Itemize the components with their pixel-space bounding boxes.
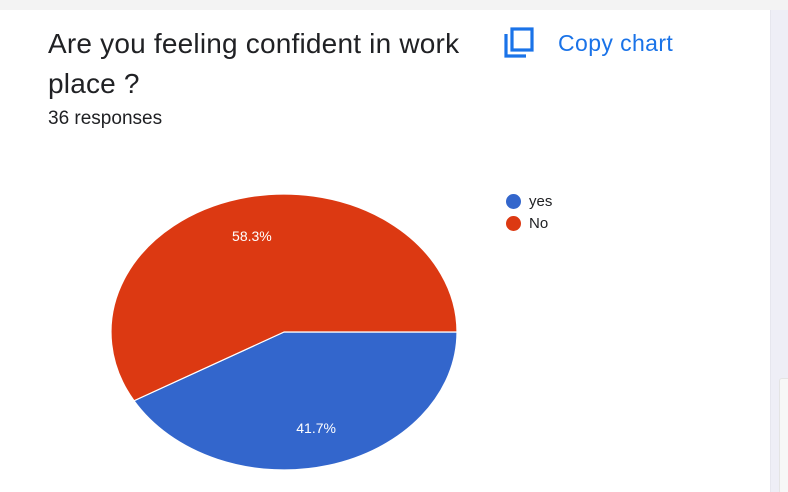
pie-slice-yes[interactable] [133, 331, 458, 471]
legend-label-no: No [529, 214, 549, 232]
scrollbar-track[interactable] [770, 10, 788, 492]
copy-chart-button[interactable]: Copy chart [502, 26, 673, 60]
legend-swatch-yes [506, 193, 521, 209]
scrollbar-thumb[interactable] [779, 378, 788, 492]
top-edge [0, 0, 788, 10]
legend-item-no[interactable]: No [506, 212, 552, 234]
copy-chart-label: Copy chart [558, 29, 674, 56]
pie-slice-no[interactable] [110, 193, 458, 402]
copy-icon [504, 27, 534, 58]
response-count: 36 responses [48, 108, 163, 129]
legend: yes No [506, 190, 552, 234]
slice-label-yes: 41.7% [296, 420, 336, 436]
legend-item-yes[interactable]: yes [506, 190, 552, 212]
legend-label-yes: yes [529, 192, 553, 210]
legend-swatch-no [506, 215, 521, 231]
slice-label-no: 58.3% [232, 228, 272, 244]
question-title: Are you feeling confident in work place … [48, 28, 460, 99]
